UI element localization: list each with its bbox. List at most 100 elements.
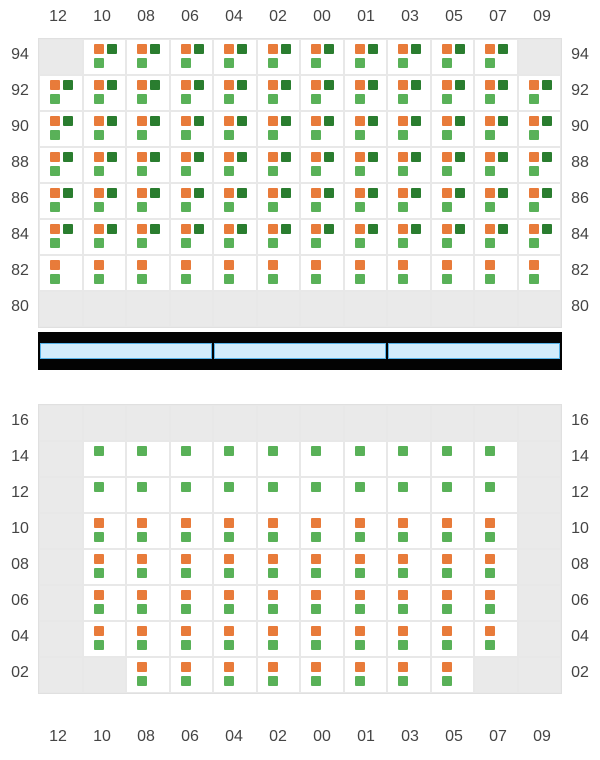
grid-cell[interactable] [387, 621, 431, 657]
grid-cell[interactable] [83, 147, 127, 183]
grid-cell[interactable] [431, 183, 475, 219]
grid-cell[interactable] [474, 219, 518, 255]
grid-cell[interactable] [257, 621, 301, 657]
grid-cell[interactable] [431, 657, 475, 693]
grid-cell[interactable] [83, 291, 127, 327]
grid-cell[interactable] [257, 183, 301, 219]
grid-cell[interactable] [518, 147, 562, 183]
grid-cell[interactable] [518, 219, 562, 255]
grid-cell[interactable] [431, 513, 475, 549]
grid-cell[interactable] [300, 621, 344, 657]
grid-cell[interactable] [431, 477, 475, 513]
grid-cell[interactable] [387, 405, 431, 441]
grid-cell[interactable] [39, 183, 83, 219]
grid-cell[interactable] [213, 513, 257, 549]
grid-cell[interactable] [518, 39, 562, 75]
grid-cell[interactable] [39, 291, 83, 327]
grid-cell[interactable] [518, 255, 562, 291]
grid-cell[interactable] [474, 39, 518, 75]
grid-cell[interactable] [431, 291, 475, 327]
grid-cell[interactable] [518, 621, 562, 657]
grid-cell[interactable] [344, 585, 388, 621]
grid-cell[interactable] [474, 513, 518, 549]
grid-cell[interactable] [83, 585, 127, 621]
grid-cell[interactable] [170, 477, 214, 513]
grid-cell[interactable] [387, 585, 431, 621]
grid-cell[interactable] [213, 219, 257, 255]
grid-cell[interactable] [518, 111, 562, 147]
grid-cell[interactable] [170, 219, 214, 255]
grid-cell[interactable] [387, 549, 431, 585]
grid-cell[interactable] [126, 147, 170, 183]
grid-cell[interactable] [170, 147, 214, 183]
grid-cell[interactable] [474, 657, 518, 693]
grid-cell[interactable] [257, 585, 301, 621]
grid-cell[interactable] [518, 441, 562, 477]
grid-cell[interactable] [126, 255, 170, 291]
grid-cell[interactable] [83, 621, 127, 657]
grid-cell[interactable] [344, 147, 388, 183]
grid-cell[interactable] [213, 291, 257, 327]
grid-cell[interactable] [213, 441, 257, 477]
grid-cell[interactable] [170, 621, 214, 657]
grid-cell[interactable] [300, 549, 344, 585]
grid-cell[interactable] [474, 549, 518, 585]
grid-cell[interactable] [431, 585, 475, 621]
grid-cell[interactable] [213, 621, 257, 657]
grid-cell[interactable] [300, 477, 344, 513]
grid-cell[interactable] [431, 441, 475, 477]
grid-cell[interactable] [300, 39, 344, 75]
grid-cell[interactable] [518, 405, 562, 441]
grid-cell[interactable] [431, 111, 475, 147]
grid-cell[interactable] [518, 291, 562, 327]
grid-cell[interactable] [170, 585, 214, 621]
grid-cell[interactable] [213, 255, 257, 291]
grid-cell[interactable] [474, 621, 518, 657]
grid-cell[interactable] [387, 441, 431, 477]
grid-cell[interactable] [518, 585, 562, 621]
grid-cell[interactable] [344, 111, 388, 147]
grid-cell[interactable] [39, 111, 83, 147]
grid-cell[interactable] [518, 75, 562, 111]
grid-cell[interactable] [344, 291, 388, 327]
grid-cell[interactable] [39, 657, 83, 693]
grid-cell[interactable] [344, 39, 388, 75]
grid-cell[interactable] [387, 477, 431, 513]
grid-cell[interactable] [474, 111, 518, 147]
grid-cell[interactable] [126, 549, 170, 585]
grid-cell[interactable] [300, 657, 344, 693]
grid-cell[interactable] [170, 513, 214, 549]
grid-cell[interactable] [126, 477, 170, 513]
grid-cell[interactable] [170, 441, 214, 477]
grid-cell[interactable] [126, 621, 170, 657]
grid-cell[interactable] [474, 183, 518, 219]
grid-cell[interactable] [431, 219, 475, 255]
grid-cell[interactable] [257, 291, 301, 327]
grid-cell[interactable] [474, 75, 518, 111]
grid-cell[interactable] [474, 585, 518, 621]
grid-cell[interactable] [213, 111, 257, 147]
grid-cell[interactable] [344, 441, 388, 477]
grid-cell[interactable] [126, 39, 170, 75]
grid-cell[interactable] [300, 147, 344, 183]
grid-cell[interactable] [431, 549, 475, 585]
grid-cell[interactable] [170, 75, 214, 111]
grid-cell[interactable] [257, 111, 301, 147]
grid-cell[interactable] [474, 477, 518, 513]
grid-cell[interactable] [431, 405, 475, 441]
grid-cell[interactable] [39, 513, 83, 549]
grid-cell[interactable] [300, 291, 344, 327]
grid-cell[interactable] [257, 405, 301, 441]
grid-cell[interactable] [257, 549, 301, 585]
grid-cell[interactable] [83, 39, 127, 75]
grid-cell[interactable] [387, 111, 431, 147]
grid-cell[interactable] [213, 147, 257, 183]
grid-cell[interactable] [126, 219, 170, 255]
grid-cell[interactable] [39, 477, 83, 513]
grid-cell[interactable] [518, 513, 562, 549]
grid-cell[interactable] [83, 513, 127, 549]
grid-cell[interactable] [213, 657, 257, 693]
grid-cell[interactable] [387, 39, 431, 75]
grid-cell[interactable] [39, 405, 83, 441]
grid-cell[interactable] [170, 657, 214, 693]
